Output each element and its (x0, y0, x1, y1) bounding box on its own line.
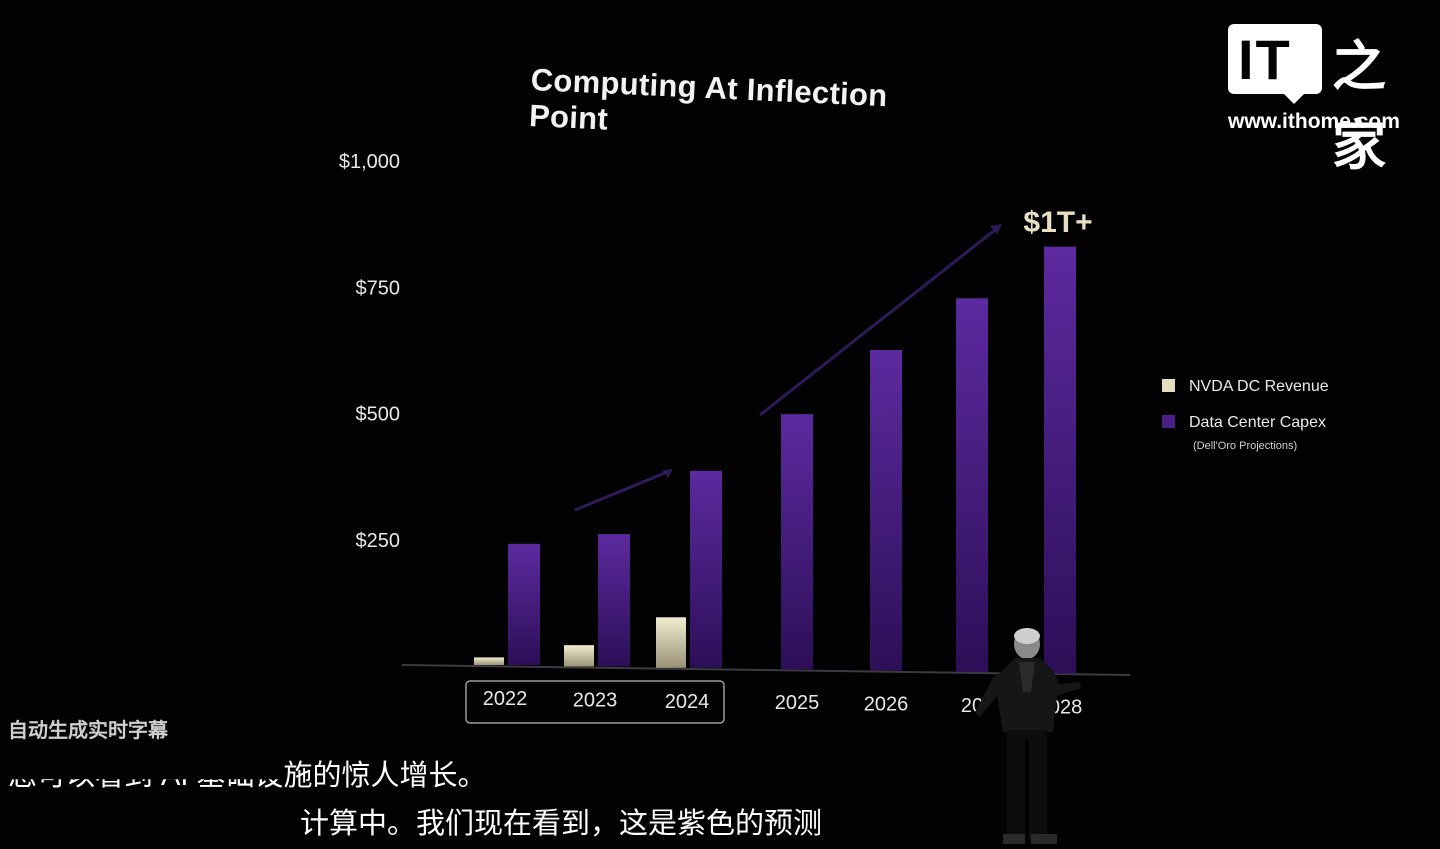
highlight-box-years (465, 680, 725, 724)
bar-capex (870, 349, 902, 671)
bar-capex (690, 470, 722, 668)
caption-label: 自动生成实时字幕 (8, 720, 168, 742)
logo-it-box: IT (1228, 24, 1322, 94)
legend-swatch-capex (1162, 415, 1175, 428)
legend-label-revenue: NVDA DC Revenue (1189, 378, 1329, 395)
trend-arrow-long-head (990, 224, 1002, 234)
annotation-1t: $1T+ (1023, 206, 1092, 239)
bar-capex (781, 414, 813, 670)
legend-item-revenue: NVDA DC Revenue (1162, 378, 1329, 396)
x-tick-label: 2022 (483, 688, 528, 710)
x-tick-label: 2023 (573, 689, 618, 711)
y-tick-label: $250 (356, 530, 401, 552)
caption-line-2: 计算中。我们现在看到，这是紫色的预测 (300, 808, 823, 840)
caption-line-1: 您可以看到 AI 基础设施的惊人增长。 (8, 752, 487, 794)
trend-arrow-long (759, 224, 1001, 417)
bar-capex (956, 298, 988, 672)
caption-line-1-hidden: 您可以看到 AI 基础设 (8, 760, 284, 792)
x-tick-label: 2024 (665, 691, 710, 713)
legend-label-capex: Data Center Capex (1189, 414, 1326, 431)
x-tick-label: 2026 (864, 694, 909, 716)
x-tick-label: 2025 (775, 692, 820, 714)
bar-capex (1044, 246, 1076, 674)
bar-revenue (474, 657, 504, 665)
caption-line-1-visible: 施的惊人增长。 (283, 760, 487, 792)
logo-brand-text: 之家 (1332, 35, 1386, 177)
y-tick-label: $750 (356, 277, 401, 299)
bar-capex (598, 534, 630, 667)
presenter-silhouette (975, 628, 1081, 844)
ithome-logo: IT 之家 www.ithome.com (1228, 22, 1418, 177)
logo-url: www.ithome.com (1228, 110, 1400, 133)
y-tick-label: $1,000 (339, 151, 400, 173)
bar-capex (508, 543, 540, 665)
logo-speech-tail (1282, 92, 1306, 104)
legend-swatch-revenue (1162, 379, 1175, 392)
chart-legend: NVDA DC Revenue Data Center Capex (Dell'… (1162, 378, 1362, 468)
trend-arrow-short (574, 468, 673, 512)
legend-note: (Dell'Oro Projections) (1193, 440, 1298, 452)
y-tick-label: $500 (356, 404, 401, 426)
bar-revenue (564, 645, 594, 667)
legend-item-capex: Data Center Capex (1162, 414, 1326, 432)
trend-arrow-short-head (662, 470, 672, 478)
bar-revenue (656, 617, 686, 668)
